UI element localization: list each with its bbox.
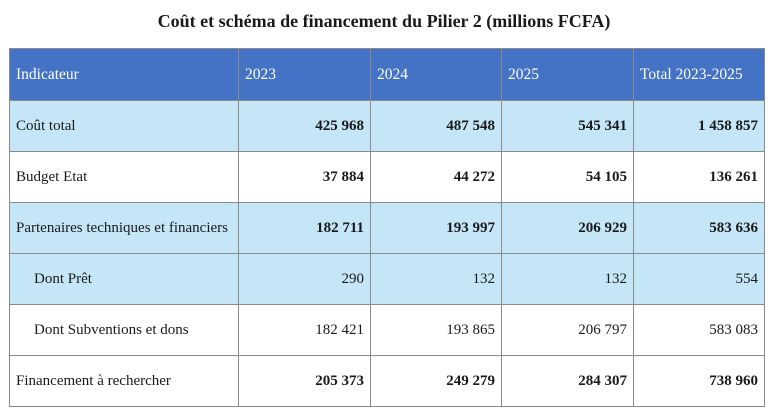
row-label: Dont Prêt xyxy=(9,253,239,305)
cell-value: 545 341 xyxy=(501,100,634,152)
table-row: Dont Subventions et dons 182 421 193 865… xyxy=(9,304,765,356)
cell-value: 738 960 xyxy=(633,355,765,407)
row-label: Coût total xyxy=(9,100,239,152)
cell-value: 44 272 xyxy=(370,151,502,203)
page-title: Coût et schéma de financement du Pilier … xyxy=(157,11,611,31)
cell-value: 193 865 xyxy=(370,304,502,356)
financing-table: Indicateur 2023 2024 2025 Total 2023-202… xyxy=(9,48,765,407)
table-header-row: Indicateur 2023 2024 2025 Total 2023-202… xyxy=(9,48,765,101)
cell-value: 136 261 xyxy=(633,151,765,203)
cell-value: 37 884 xyxy=(238,151,371,203)
row-label: Financement à rechercher xyxy=(9,355,239,407)
header-total: Total 2023-2025 xyxy=(633,48,765,101)
cell-value: 284 307 xyxy=(501,355,634,407)
row-label: Budget Etat xyxy=(9,151,239,203)
cell-value: 290 xyxy=(238,253,371,305)
table-row: Budget Etat 37 884 44 272 54 105 136 261 xyxy=(9,151,765,203)
header-2024: 2024 xyxy=(370,48,502,101)
cell-value: 554 xyxy=(633,253,765,305)
cell-value: 206 929 xyxy=(501,202,634,254)
table-row: Dont Prêt 290 132 132 554 xyxy=(9,253,765,305)
cell-value: 249 279 xyxy=(370,355,502,407)
cell-value: 206 797 xyxy=(501,304,634,356)
cell-value: 182 711 xyxy=(238,202,371,254)
cell-value: 193 997 xyxy=(370,202,502,254)
cell-value: 132 xyxy=(501,253,634,305)
cell-value: 205 373 xyxy=(238,355,371,407)
header-2025: 2025 xyxy=(501,48,634,101)
header-2023: 2023 xyxy=(238,48,371,101)
table-row: Coût total 425 968 487 548 545 341 1 458… xyxy=(9,100,765,152)
cell-value: 425 968 xyxy=(238,100,371,152)
row-label: Partenaires techniques et financiers xyxy=(9,202,239,254)
cell-value: 487 548 xyxy=(370,100,502,152)
row-label: Dont Subventions et dons xyxy=(9,304,239,356)
table-row: Financement à rechercher 205 373 249 279… xyxy=(9,355,765,407)
cell-value: 583 083 xyxy=(633,304,765,356)
table-row: Partenaires techniques et financiers 182… xyxy=(9,202,765,254)
cell-value: 132 xyxy=(370,253,502,305)
cell-value: 182 421 xyxy=(238,304,371,356)
header-indicateur: Indicateur xyxy=(9,48,239,101)
cell-value: 583 636 xyxy=(633,202,765,254)
cell-value: 54 105 xyxy=(501,151,634,203)
cell-value: 1 458 857 xyxy=(633,100,765,152)
